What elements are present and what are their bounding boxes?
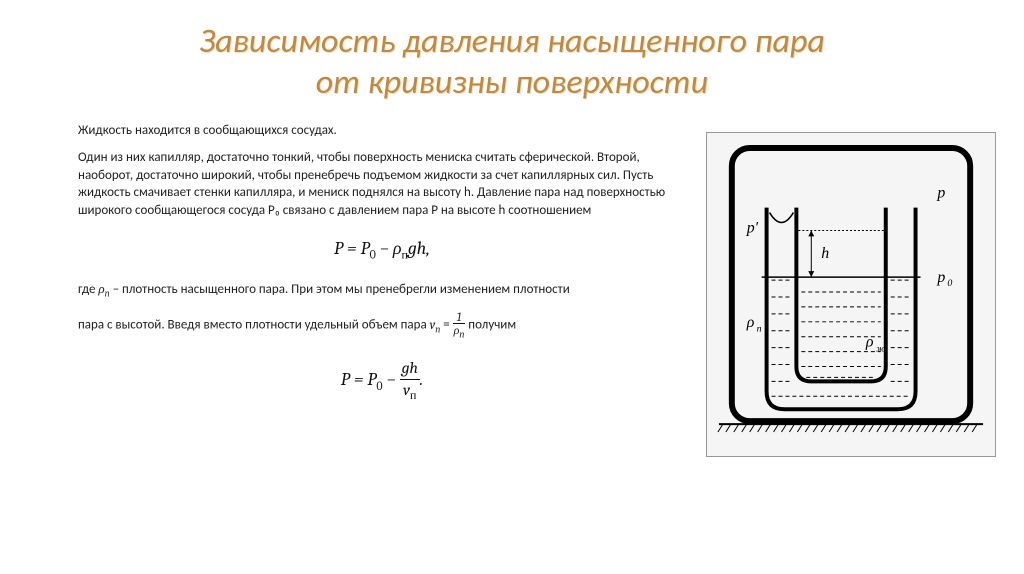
paragraph-1: Жидкость находится в сообщающихся сосуда… <box>78 122 686 140</box>
svg-text:ρ: ρ <box>746 313 755 330</box>
svg-text:0: 0 <box>947 278 952 289</box>
title-line-1: Зависимость давления насыщенного пара <box>0 22 1024 63</box>
content-area: Жидкость находится в сообщающихся сосуда… <box>0 122 1024 457</box>
formula-1: P = P0 − ρпgh, <box>78 237 686 263</box>
title-line-2: от кривизны поверхности <box>0 63 1024 104</box>
physics-diagram: p p′ p h ρ ρ 0 n ж <box>706 132 996 457</box>
svg-text:h: h <box>821 245 829 262</box>
diagram-svg: p p′ p h ρ ρ 0 n ж <box>707 133 995 456</box>
slide-title: Зависимость давления насыщенного пара от… <box>0 0 1024 122</box>
svg-text:p: p <box>936 184 945 201</box>
formula-2: P = P0 − ghvп. <box>78 358 686 404</box>
text-column: Жидкость находится в сообщающихся сосуда… <box>18 122 706 422</box>
diagram-column: p p′ p h ρ ρ 0 n ж <box>706 122 1006 457</box>
svg-text:p: p <box>936 269 945 286</box>
svg-text:ρ: ρ <box>865 333 874 350</box>
svg-text:ж: ж <box>876 343 886 354</box>
svg-text:p′: p′ <box>746 219 759 236</box>
svg-text:n: n <box>757 323 762 334</box>
paragraph-2: Один из них капилляр, достаточно тонкий,… <box>78 149 686 219</box>
paragraph-4: пара с высотой. Введя вместо плотности у… <box>78 311 686 339</box>
paragraph-3: где ρп – плотность насыщенного пара. При… <box>78 281 686 301</box>
